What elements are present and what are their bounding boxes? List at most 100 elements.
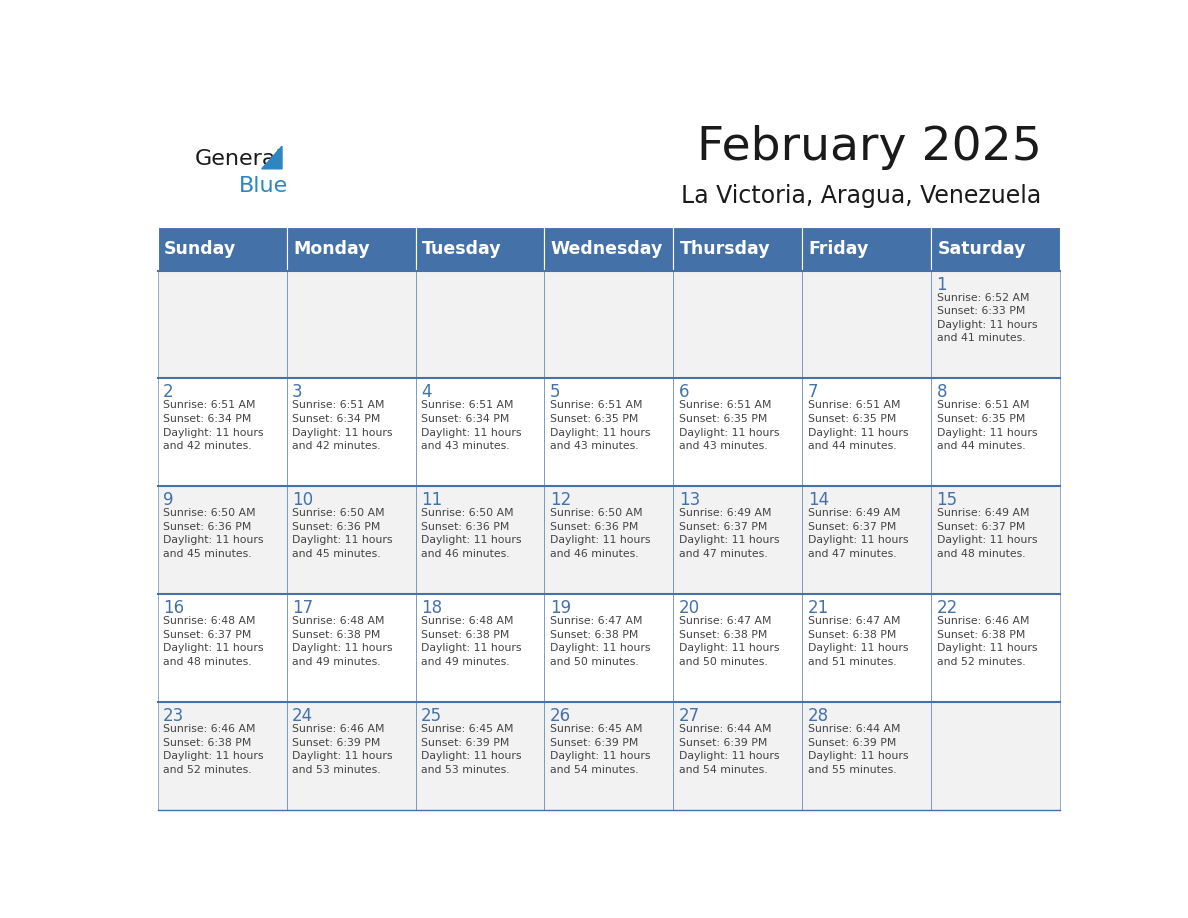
Bar bbox=[416, 487, 544, 594]
Bar bbox=[802, 594, 931, 702]
Bar bbox=[674, 594, 802, 702]
Bar bbox=[674, 227, 802, 271]
Text: Sunrise: 6:45 AM
Sunset: 6:39 PM
Daylight: 11 hours
and 53 minutes.: Sunrise: 6:45 AM Sunset: 6:39 PM Dayligh… bbox=[421, 724, 522, 775]
Text: Friday: Friday bbox=[809, 240, 868, 258]
Bar bbox=[416, 594, 544, 702]
Text: Sunrise: 6:44 AM
Sunset: 6:39 PM
Daylight: 11 hours
and 54 minutes.: Sunrise: 6:44 AM Sunset: 6:39 PM Dayligh… bbox=[678, 724, 779, 775]
Bar bbox=[931, 378, 1060, 487]
Bar bbox=[931, 594, 1060, 702]
Bar bbox=[544, 378, 674, 487]
Bar bbox=[674, 378, 802, 487]
Text: Sunrise: 6:48 AM
Sunset: 6:38 PM
Daylight: 11 hours
and 49 minutes.: Sunrise: 6:48 AM Sunset: 6:38 PM Dayligh… bbox=[421, 616, 522, 667]
Text: 20: 20 bbox=[678, 599, 700, 617]
Text: 3: 3 bbox=[292, 384, 303, 401]
Text: 5: 5 bbox=[550, 384, 561, 401]
Text: 11: 11 bbox=[421, 491, 442, 509]
Bar bbox=[544, 594, 674, 702]
Text: 22: 22 bbox=[936, 599, 958, 617]
Text: Sunrise: 6:51 AM
Sunset: 6:35 PM
Daylight: 11 hours
and 43 minutes.: Sunrise: 6:51 AM Sunset: 6:35 PM Dayligh… bbox=[678, 400, 779, 451]
Text: 18: 18 bbox=[421, 599, 442, 617]
Text: Sunrise: 6:51 AM
Sunset: 6:35 PM
Daylight: 11 hours
and 43 minutes.: Sunrise: 6:51 AM Sunset: 6:35 PM Dayligh… bbox=[550, 400, 650, 451]
Bar bbox=[286, 702, 416, 810]
Text: Sunrise: 6:51 AM
Sunset: 6:35 PM
Daylight: 11 hours
and 44 minutes.: Sunrise: 6:51 AM Sunset: 6:35 PM Dayligh… bbox=[936, 400, 1037, 451]
Bar bbox=[674, 487, 802, 594]
Text: 24: 24 bbox=[292, 707, 314, 725]
Bar bbox=[931, 487, 1060, 594]
Bar bbox=[544, 487, 674, 594]
Text: Sunrise: 6:45 AM
Sunset: 6:39 PM
Daylight: 11 hours
and 54 minutes.: Sunrise: 6:45 AM Sunset: 6:39 PM Dayligh… bbox=[550, 724, 650, 775]
Text: 19: 19 bbox=[550, 599, 571, 617]
Text: Sunrise: 6:50 AM
Sunset: 6:36 PM
Daylight: 11 hours
and 46 minutes.: Sunrise: 6:50 AM Sunset: 6:36 PM Dayligh… bbox=[421, 509, 522, 559]
Text: Sunrise: 6:48 AM
Sunset: 6:38 PM
Daylight: 11 hours
and 49 minutes.: Sunrise: 6:48 AM Sunset: 6:38 PM Dayligh… bbox=[292, 616, 392, 667]
Text: Sunrise: 6:51 AM
Sunset: 6:34 PM
Daylight: 11 hours
and 42 minutes.: Sunrise: 6:51 AM Sunset: 6:34 PM Dayligh… bbox=[292, 400, 392, 451]
Bar bbox=[286, 378, 416, 487]
Text: 7: 7 bbox=[808, 384, 819, 401]
Text: 13: 13 bbox=[678, 491, 700, 509]
Text: Sunrise: 6:47 AM
Sunset: 6:38 PM
Daylight: 11 hours
and 51 minutes.: Sunrise: 6:47 AM Sunset: 6:38 PM Dayligh… bbox=[808, 616, 908, 667]
Bar bbox=[931, 271, 1060, 378]
Bar bbox=[416, 702, 544, 810]
Text: Sunrise: 6:51 AM
Sunset: 6:34 PM
Daylight: 11 hours
and 42 minutes.: Sunrise: 6:51 AM Sunset: 6:34 PM Dayligh… bbox=[163, 400, 264, 451]
Text: Sunrise: 6:47 AM
Sunset: 6:38 PM
Daylight: 11 hours
and 50 minutes.: Sunrise: 6:47 AM Sunset: 6:38 PM Dayligh… bbox=[550, 616, 650, 667]
Text: 21: 21 bbox=[808, 599, 829, 617]
Bar bbox=[416, 227, 544, 271]
Text: Sunrise: 6:51 AM
Sunset: 6:35 PM
Daylight: 11 hours
and 44 minutes.: Sunrise: 6:51 AM Sunset: 6:35 PM Dayligh… bbox=[808, 400, 908, 451]
Text: Monday: Monday bbox=[293, 240, 369, 258]
Bar bbox=[931, 702, 1060, 810]
Text: 26: 26 bbox=[550, 707, 571, 725]
Text: Sunrise: 6:49 AM
Sunset: 6:37 PM
Daylight: 11 hours
and 47 minutes.: Sunrise: 6:49 AM Sunset: 6:37 PM Dayligh… bbox=[808, 509, 908, 559]
Text: 27: 27 bbox=[678, 707, 700, 725]
Text: 23: 23 bbox=[163, 707, 184, 725]
Text: Sunrise: 6:48 AM
Sunset: 6:37 PM
Daylight: 11 hours
and 48 minutes.: Sunrise: 6:48 AM Sunset: 6:37 PM Dayligh… bbox=[163, 616, 264, 667]
Text: 4: 4 bbox=[421, 384, 431, 401]
Bar bbox=[158, 702, 286, 810]
Text: Sunrise: 6:46 AM
Sunset: 6:38 PM
Daylight: 11 hours
and 52 minutes.: Sunrise: 6:46 AM Sunset: 6:38 PM Dayligh… bbox=[163, 724, 264, 775]
Text: 16: 16 bbox=[163, 599, 184, 617]
Bar bbox=[416, 271, 544, 378]
Text: 28: 28 bbox=[808, 707, 829, 725]
Text: 1: 1 bbox=[936, 275, 947, 294]
Bar bbox=[802, 702, 931, 810]
Text: Sunrise: 6:44 AM
Sunset: 6:39 PM
Daylight: 11 hours
and 55 minutes.: Sunrise: 6:44 AM Sunset: 6:39 PM Dayligh… bbox=[808, 724, 908, 775]
Bar bbox=[802, 378, 931, 487]
Text: Sunrise: 6:49 AM
Sunset: 6:37 PM
Daylight: 11 hours
and 47 minutes.: Sunrise: 6:49 AM Sunset: 6:37 PM Dayligh… bbox=[678, 509, 779, 559]
Bar bbox=[802, 271, 931, 378]
Bar bbox=[158, 487, 286, 594]
Text: Sunrise: 6:50 AM
Sunset: 6:36 PM
Daylight: 11 hours
and 45 minutes.: Sunrise: 6:50 AM Sunset: 6:36 PM Dayligh… bbox=[163, 509, 264, 559]
Text: 2: 2 bbox=[163, 384, 173, 401]
Text: 15: 15 bbox=[936, 491, 958, 509]
Text: La Victoria, Aragua, Venezuela: La Victoria, Aragua, Venezuela bbox=[682, 184, 1042, 207]
Bar bbox=[544, 702, 674, 810]
Text: General: General bbox=[195, 149, 283, 169]
Text: Sunrise: 6:47 AM
Sunset: 6:38 PM
Daylight: 11 hours
and 50 minutes.: Sunrise: 6:47 AM Sunset: 6:38 PM Dayligh… bbox=[678, 616, 779, 667]
Text: Sunrise: 6:46 AM
Sunset: 6:39 PM
Daylight: 11 hours
and 53 minutes.: Sunrise: 6:46 AM Sunset: 6:39 PM Dayligh… bbox=[292, 724, 392, 775]
Text: Blue: Blue bbox=[239, 175, 287, 196]
Bar bbox=[802, 487, 931, 594]
Bar bbox=[158, 227, 286, 271]
Bar bbox=[802, 227, 931, 271]
Text: 8: 8 bbox=[936, 384, 947, 401]
Bar bbox=[286, 487, 416, 594]
Text: Tuesday: Tuesday bbox=[422, 240, 501, 258]
Bar bbox=[544, 271, 674, 378]
Text: Sunrise: 6:50 AM
Sunset: 6:36 PM
Daylight: 11 hours
and 46 minutes.: Sunrise: 6:50 AM Sunset: 6:36 PM Dayligh… bbox=[550, 509, 650, 559]
Text: 9: 9 bbox=[163, 491, 173, 509]
Text: 10: 10 bbox=[292, 491, 314, 509]
Bar bbox=[674, 271, 802, 378]
Bar bbox=[158, 271, 286, 378]
Text: February 2025: February 2025 bbox=[696, 125, 1042, 170]
Text: Sunrise: 6:50 AM
Sunset: 6:36 PM
Daylight: 11 hours
and 45 minutes.: Sunrise: 6:50 AM Sunset: 6:36 PM Dayligh… bbox=[292, 509, 392, 559]
Text: Saturday: Saturday bbox=[937, 240, 1026, 258]
Text: 6: 6 bbox=[678, 384, 689, 401]
Polygon shape bbox=[261, 146, 282, 169]
Text: Sunrise: 6:49 AM
Sunset: 6:37 PM
Daylight: 11 hours
and 48 minutes.: Sunrise: 6:49 AM Sunset: 6:37 PM Dayligh… bbox=[936, 509, 1037, 559]
Text: 14: 14 bbox=[808, 491, 829, 509]
Bar bbox=[416, 378, 544, 487]
Text: 12: 12 bbox=[550, 491, 571, 509]
Bar bbox=[158, 378, 286, 487]
Bar bbox=[158, 594, 286, 702]
Text: Sunrise: 6:46 AM
Sunset: 6:38 PM
Daylight: 11 hours
and 52 minutes.: Sunrise: 6:46 AM Sunset: 6:38 PM Dayligh… bbox=[936, 616, 1037, 667]
Text: 17: 17 bbox=[292, 599, 314, 617]
Text: 25: 25 bbox=[421, 707, 442, 725]
Text: Wednesday: Wednesday bbox=[551, 240, 663, 258]
